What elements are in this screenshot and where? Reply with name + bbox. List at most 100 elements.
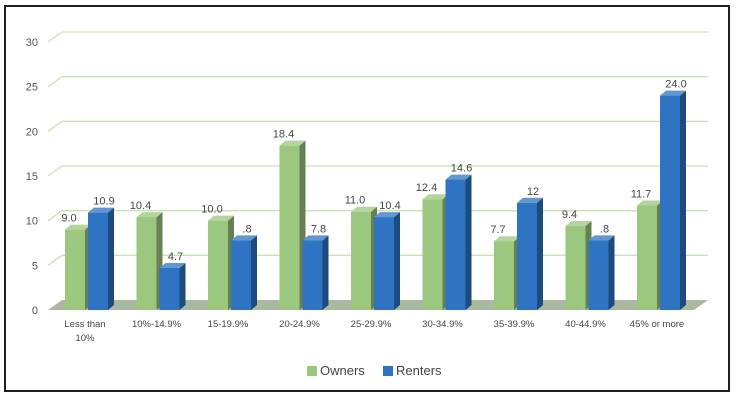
bar-owners bbox=[637, 200, 663, 310]
x-tick-label: 35-39.9% bbox=[494, 319, 535, 330]
data-label: 7.7 bbox=[490, 224, 505, 236]
x-tick-label: 10%-14.9% bbox=[132, 319, 182, 330]
bar-top bbox=[374, 212, 400, 218]
bar-side bbox=[394, 212, 400, 310]
bar-top bbox=[660, 90, 686, 96]
bar-front bbox=[588, 240, 609, 310]
data-label: 11.0 bbox=[345, 195, 366, 207]
gridline-10 bbox=[47, 210, 708, 222]
x-tick-label: 10% bbox=[75, 333, 95, 344]
bar-front bbox=[88, 212, 108, 310]
data-label: 18.4 bbox=[273, 129, 294, 141]
bar-renters bbox=[159, 263, 186, 310]
legend-label-owners: Owners bbox=[320, 363, 365, 378]
bar-top bbox=[494, 236, 520, 242]
bar-top bbox=[637, 200, 663, 206]
bar-renters bbox=[588, 235, 615, 310]
bar-owners bbox=[65, 224, 91, 310]
bar-top bbox=[65, 224, 91, 230]
x-tick-label: 40-44.9% bbox=[565, 319, 606, 330]
y-tick-label: 5 bbox=[32, 260, 38, 272]
bar-front bbox=[637, 205, 657, 310]
data-label: 4.7 bbox=[168, 251, 183, 263]
data-label: 12.4 bbox=[416, 182, 437, 194]
bar-renters bbox=[88, 207, 114, 310]
bar-renters bbox=[445, 174, 472, 310]
bar-front bbox=[279, 145, 300, 310]
axis-labels: 0 5 10 15 20 25 30 Less than 10% 10%-14.9% 15-19.9… bbox=[26, 37, 684, 344]
bar-front bbox=[302, 240, 323, 310]
bar-side bbox=[608, 235, 615, 310]
y-tick-label: 20 bbox=[26, 126, 38, 138]
gridline-20 bbox=[47, 120, 708, 132]
x-tick-label: 45% or more bbox=[630, 319, 684, 330]
data-label: .8 bbox=[242, 223, 251, 235]
bar-front bbox=[660, 95, 680, 310]
bar-front bbox=[517, 202, 537, 310]
data-label: 24.0 bbox=[665, 79, 686, 91]
bar-front bbox=[565, 226, 586, 310]
bar-side bbox=[179, 263, 186, 310]
bar-front bbox=[159, 268, 180, 310]
bar-front bbox=[351, 211, 371, 310]
data-label: 10.4 bbox=[379, 200, 400, 212]
gridline-5 bbox=[47, 254, 708, 266]
bar-top bbox=[351, 206, 377, 212]
data-label: 11.7 bbox=[631, 188, 652, 200]
bars bbox=[65, 90, 686, 310]
gridline-25 bbox=[47, 76, 708, 88]
data-label: 10.4 bbox=[130, 200, 151, 212]
bar-side bbox=[322, 235, 329, 310]
data-label: 14.6 bbox=[451, 163, 472, 175]
gridline-30 bbox=[47, 31, 708, 43]
legend: Owners Renters bbox=[307, 363, 442, 378]
bar-top bbox=[88, 207, 114, 213]
x-tick-label: 25-29.9% bbox=[351, 319, 392, 330]
bar-top bbox=[422, 194, 449, 200]
bar-front bbox=[231, 240, 251, 310]
bar-side bbox=[465, 174, 472, 310]
x-tick-label: 20-24.9% bbox=[279, 319, 320, 330]
bar-top bbox=[302, 235, 329, 241]
bar-top bbox=[517, 197, 543, 203]
data-label: 10.9 bbox=[93, 196, 114, 208]
bar-owners bbox=[136, 212, 163, 310]
bar-front bbox=[374, 217, 394, 310]
bar-side bbox=[251, 235, 257, 310]
bar-front bbox=[494, 241, 514, 310]
bar-top bbox=[136, 212, 163, 218]
bar-owners bbox=[422, 194, 449, 310]
bar-renters bbox=[231, 235, 257, 310]
x-tick-label: Less than bbox=[64, 319, 105, 330]
bar-side bbox=[680, 90, 686, 310]
bar-front bbox=[208, 220, 228, 310]
legend-label-renters: Renters bbox=[396, 363, 442, 378]
bar-front bbox=[136, 217, 157, 310]
data-labels: 9.0 10.9 10.4 4.7 10.0 .8 18.4 7.8 11.0 10.4 12.4 1… bbox=[61, 79, 686, 263]
bar-owners bbox=[351, 206, 377, 310]
bar-owners bbox=[279, 140, 306, 310]
chart-frame bbox=[4, 5, 730, 392]
bar-top bbox=[565, 221, 592, 227]
bar-renters bbox=[302, 235, 329, 310]
gridlines bbox=[47, 31, 708, 266]
bar-top bbox=[159, 263, 186, 269]
data-label: 9.0 bbox=[61, 213, 76, 225]
gridline-15 bbox=[47, 165, 708, 177]
data-label: 12 bbox=[527, 186, 539, 198]
bar-top bbox=[231, 235, 257, 241]
bar-side bbox=[108, 207, 114, 310]
bar-side bbox=[537, 197, 543, 310]
data-label: 7.8 bbox=[311, 223, 326, 235]
x-tick-label: 15-19.9% bbox=[208, 319, 249, 330]
legend-swatch-renters bbox=[383, 366, 393, 376]
legend-swatch-owners bbox=[307, 366, 317, 376]
y-tick-label: 10 bbox=[26, 216, 38, 228]
y-tick-label: 15 bbox=[26, 171, 38, 183]
bar-top bbox=[445, 174, 472, 180]
bar-renters bbox=[660, 90, 686, 310]
data-label: 10.0 bbox=[201, 204, 222, 216]
bar-owners bbox=[208, 215, 234, 310]
y-tick-label: 25 bbox=[26, 82, 38, 94]
